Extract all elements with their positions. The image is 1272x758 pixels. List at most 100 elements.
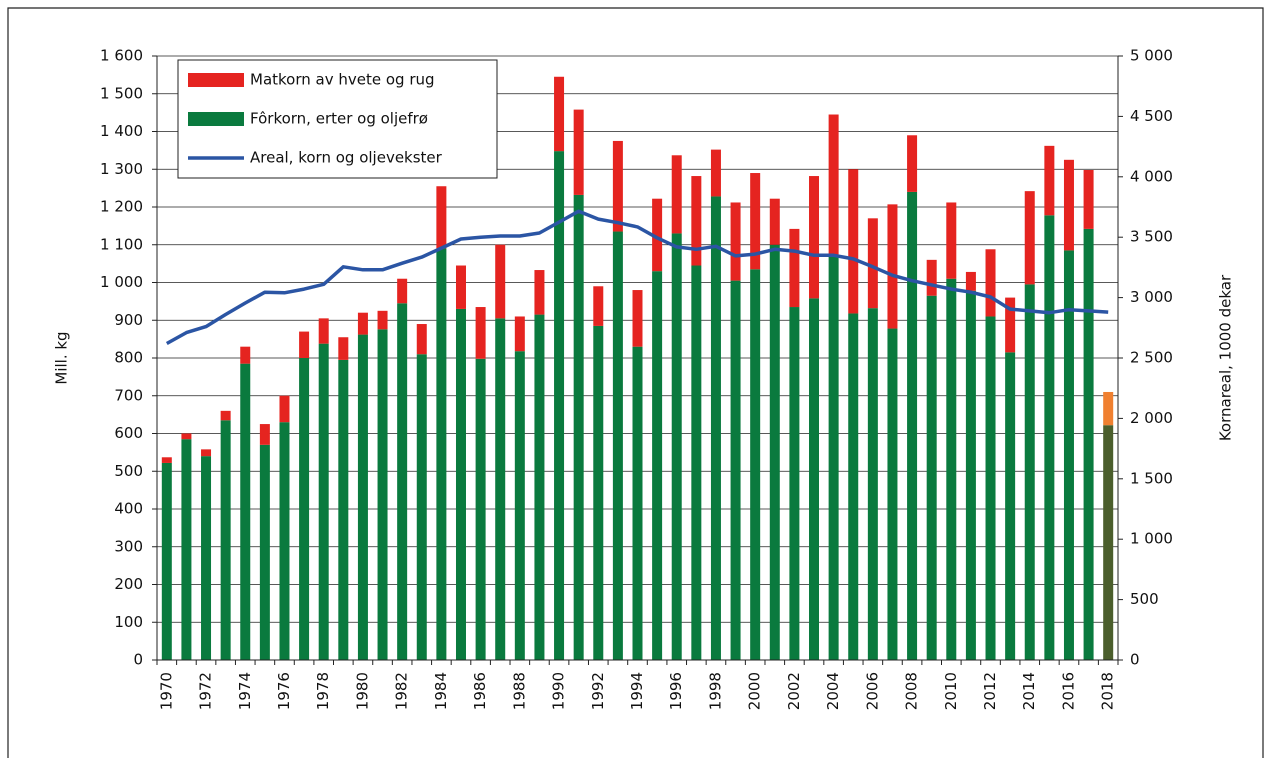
bar bbox=[1083, 228, 1094, 660]
bar bbox=[1103, 425, 1114, 660]
bar bbox=[259, 444, 270, 660]
x-tick-label: 2006 bbox=[863, 672, 881, 710]
bar bbox=[1044, 215, 1055, 660]
bar bbox=[1005, 352, 1016, 660]
bar bbox=[220, 410, 231, 421]
bar bbox=[769, 198, 780, 245]
bar bbox=[475, 307, 486, 359]
bar bbox=[750, 173, 761, 270]
bar bbox=[416, 324, 427, 355]
bar bbox=[534, 314, 545, 660]
bar bbox=[652, 198, 663, 272]
y-tick-label: 900 bbox=[114, 311, 143, 329]
bar bbox=[1044, 145, 1055, 216]
y-tick-label: 600 bbox=[114, 424, 143, 442]
y2-tick-label: 1 000 bbox=[1130, 530, 1173, 548]
bar bbox=[632, 346, 643, 660]
y-tick-label: 800 bbox=[114, 349, 143, 367]
bar bbox=[710, 196, 721, 660]
bar bbox=[573, 109, 584, 195]
bar bbox=[377, 329, 388, 660]
y2-tick-label: 0 bbox=[1130, 651, 1140, 669]
bar bbox=[338, 359, 349, 660]
legend-label: Fôrkorn, erter og oljefrø bbox=[250, 110, 428, 128]
bar bbox=[357, 334, 368, 660]
bar bbox=[1083, 170, 1094, 229]
x-tick-label: 1992 bbox=[589, 672, 607, 710]
x-tick-label: 1994 bbox=[628, 672, 646, 710]
bar bbox=[965, 271, 976, 291]
bar bbox=[455, 265, 466, 309]
bar bbox=[436, 186, 447, 249]
x-tick-label: 2000 bbox=[746, 672, 764, 710]
x-tick-label: 1996 bbox=[667, 672, 685, 710]
y-tick-label: 1 400 bbox=[100, 122, 143, 140]
bar bbox=[612, 231, 623, 660]
frame bbox=[7, 7, 1264, 758]
bar bbox=[867, 218, 878, 309]
legend: Matkorn av hvete og rug Fôrkorn, erter og… bbox=[177, 59, 498, 179]
bar bbox=[377, 310, 388, 330]
legend-swatch bbox=[188, 112, 244, 126]
bar bbox=[220, 420, 231, 660]
bar bbox=[769, 244, 780, 660]
y2-tick-label: 2 000 bbox=[1130, 409, 1173, 427]
y2-tick-label: 4 000 bbox=[1130, 167, 1173, 185]
bar bbox=[789, 228, 800, 308]
bar bbox=[1063, 159, 1074, 251]
x-tick-label: 1974 bbox=[236, 672, 254, 710]
legend-label: Areal, korn og oljevekster bbox=[250, 149, 443, 167]
bar bbox=[809, 298, 820, 660]
bar bbox=[397, 303, 408, 660]
bar bbox=[318, 343, 329, 660]
bar bbox=[671, 233, 682, 661]
y2-tick-label: 3 500 bbox=[1130, 228, 1173, 246]
x-tick-label: 1986 bbox=[471, 672, 489, 710]
y2-tick-label: 4 500 bbox=[1130, 107, 1173, 125]
bar bbox=[965, 290, 976, 660]
x-tick-label: 1998 bbox=[706, 672, 724, 710]
bar bbox=[259, 424, 270, 445]
x-tick-label: 2016 bbox=[1059, 672, 1077, 710]
bar bbox=[554, 76, 565, 152]
bar bbox=[279, 395, 290, 423]
bar bbox=[475, 358, 486, 660]
bar bbox=[652, 271, 663, 660]
y-tick-label: 300 bbox=[114, 537, 143, 555]
bar bbox=[632, 290, 643, 347]
bar bbox=[201, 456, 212, 660]
y-axis-title: Mill. kg bbox=[53, 331, 71, 384]
x-tick-label: 2014 bbox=[1020, 672, 1038, 710]
bar bbox=[1024, 284, 1035, 660]
bar bbox=[514, 316, 525, 352]
bar bbox=[926, 295, 937, 660]
bar bbox=[279, 422, 290, 660]
bar bbox=[338, 337, 349, 360]
x-tick-label: 2008 bbox=[903, 672, 921, 710]
y2-tick-label: 1 500 bbox=[1130, 469, 1173, 487]
x-tick-label: 1976 bbox=[275, 672, 293, 710]
y-tick-label: 1 300 bbox=[100, 160, 143, 178]
bar bbox=[907, 135, 918, 192]
bar bbox=[495, 318, 506, 660]
bar bbox=[946, 278, 957, 660]
x-tick-label: 1970 bbox=[157, 672, 175, 710]
bar bbox=[730, 280, 741, 660]
bar bbox=[534, 270, 545, 315]
x-tick-label: 2004 bbox=[824, 672, 842, 710]
bar bbox=[691, 265, 702, 660]
bar bbox=[985, 249, 996, 317]
bar bbox=[750, 269, 761, 660]
y-tick-label: 1 000 bbox=[100, 273, 143, 291]
y2-tick-label: 5 000 bbox=[1130, 47, 1173, 65]
bar bbox=[730, 202, 741, 281]
bar bbox=[691, 176, 702, 266]
bar bbox=[828, 256, 839, 660]
x-tick-label: 1978 bbox=[314, 672, 332, 710]
bar bbox=[946, 202, 957, 279]
bar bbox=[181, 439, 192, 660]
bar bbox=[181, 433, 192, 440]
bar bbox=[318, 318, 329, 344]
bar bbox=[985, 316, 996, 660]
bar bbox=[1103, 391, 1114, 426]
